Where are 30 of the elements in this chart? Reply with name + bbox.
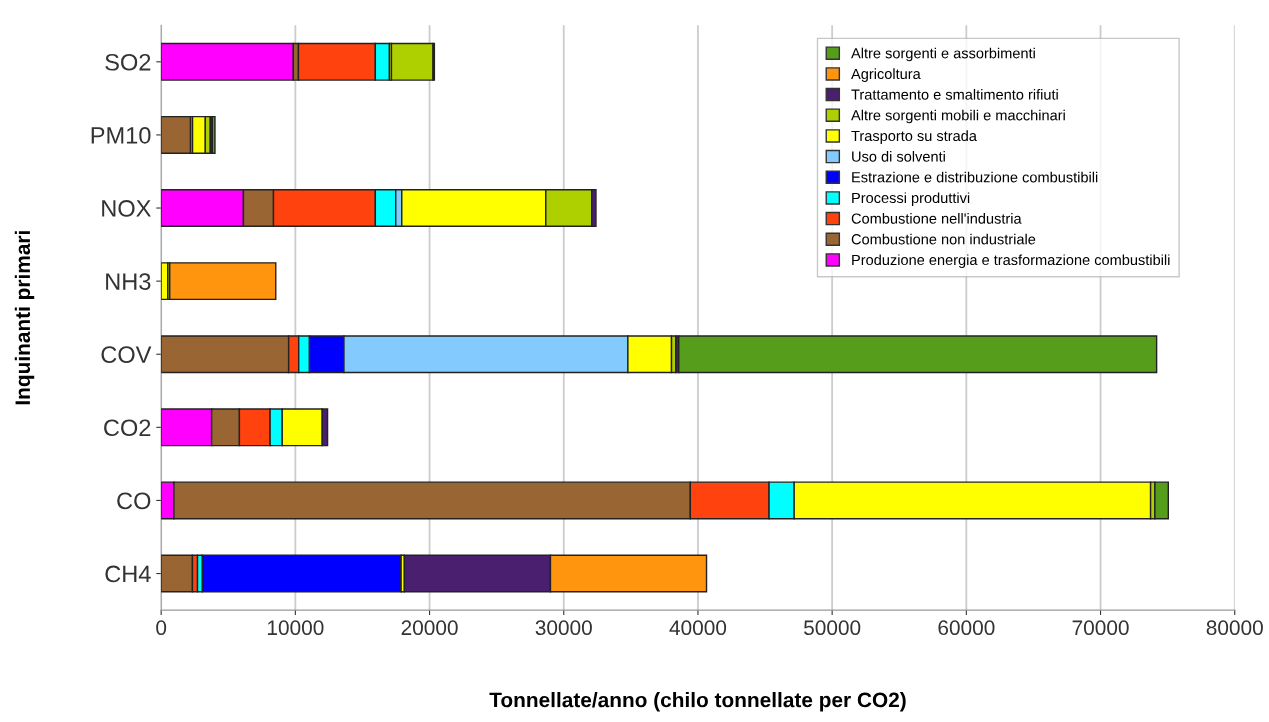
legend-label: Combustione non industriale bbox=[851, 233, 1036, 245]
legend-label: Combustione nell'industria bbox=[851, 213, 1022, 224]
x-tick-label: 50000 bbox=[804, 620, 861, 636]
y-tick-label: CH4 bbox=[105, 565, 151, 583]
legend-label: Estrazione e distribuzione combustibili bbox=[852, 171, 1098, 183]
x-tick-label: 60000 bbox=[938, 620, 995, 636]
y-tick-label: NH3 bbox=[106, 273, 151, 290]
x-tick-label: 0 bbox=[156, 620, 167, 636]
x-tick-label: 80000 bbox=[1206, 620, 1263, 636]
legend-label: Trattamento e smaltimento rifiuti bbox=[851, 89, 1058, 100]
x-tick-label: 30000 bbox=[535, 620, 592, 636]
y-tick-label: NOX bbox=[102, 200, 151, 217]
y-tick-label: COV bbox=[101, 346, 152, 364]
y-tick-label: SO2 bbox=[105, 53, 151, 71]
legend-label: Altre sorgenti mobili e macchinari bbox=[851, 109, 1065, 124]
x-tick-label: 40000 bbox=[669, 620, 727, 636]
x-axis-title: Tonnellate/anno (chilo tonnellate per CO2) bbox=[489, 692, 906, 712]
legend-label: Altre sorgenti e assorbimenti bbox=[851, 47, 1035, 62]
legend-label: Uso di solventi bbox=[852, 151, 945, 162]
x-tick-label: 70000 bbox=[1072, 620, 1129, 636]
y-tick-label: CO bbox=[117, 492, 151, 510]
x-tick-label: 10000 bbox=[267, 620, 324, 636]
y-tick-label: CO2 bbox=[104, 419, 151, 437]
y-tick-label: PM10 bbox=[91, 126, 151, 144]
x-tick-label: 20000 bbox=[401, 620, 458, 636]
legend-label: Produzione energia e trasformazione combustibili bbox=[852, 254, 1170, 268]
y-axis-title: Inquinanti primari bbox=[14, 231, 35, 405]
legend-label: Trasporto su strada bbox=[851, 130, 977, 144]
legend-label: Processi produttivi bbox=[852, 192, 970, 206]
legend-label: Agricoltura bbox=[851, 68, 921, 82]
